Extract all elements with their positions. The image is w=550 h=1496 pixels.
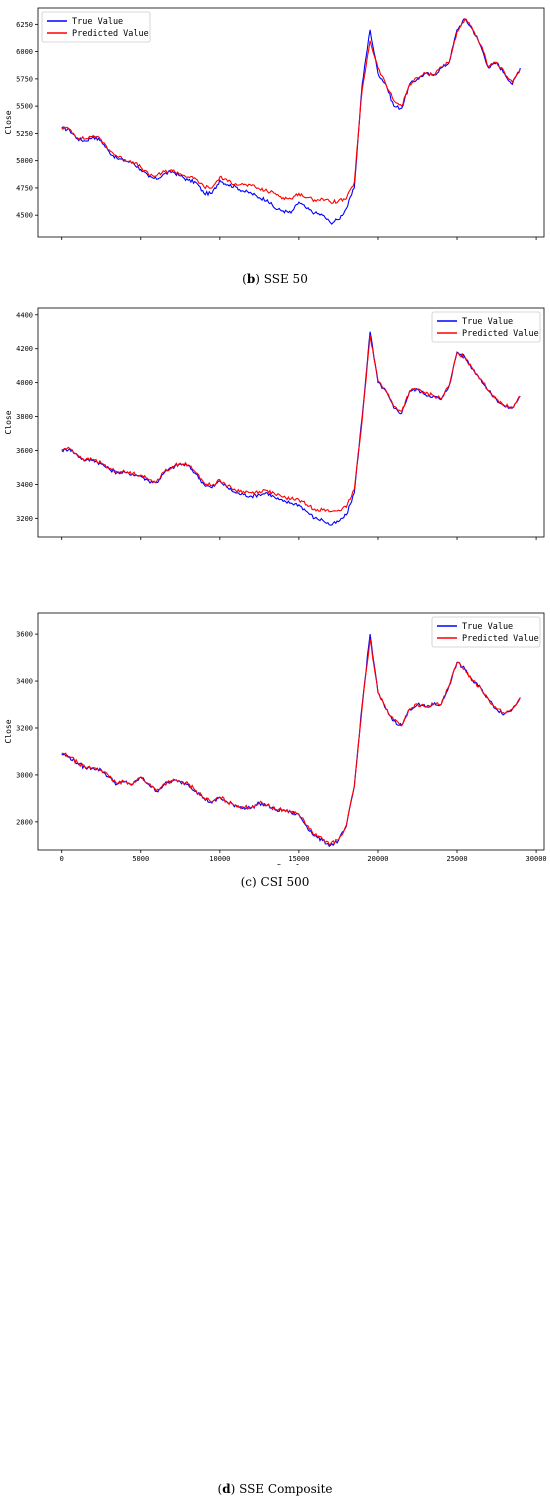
caption-sse-composite: (d) SSE Composite	[217, 1482, 333, 1496]
legend: True Value Predicted Value	[431, 311, 541, 343]
y-tick-label: 5000	[16, 157, 33, 165]
plot-frame	[37, 307, 545, 538]
caption-title: SSE 50	[263, 272, 308, 286]
plot-frame	[37, 7, 545, 238]
chart-sse-composite: 0 5000 10000 15000 20000 25000 30000 2800 3000 32…	[4, 612, 547, 865]
x-tick-label: 10000	[209, 855, 230, 863]
y-tick-label: 4400	[16, 311, 33, 319]
x-tick-label: 5000	[132, 855, 149, 863]
legend-entry: Predicted Value	[72, 29, 149, 39]
y-tick-label: 3800	[16, 413, 33, 421]
x-tick-label: 20000	[367, 855, 388, 863]
x-tick-label: 0	[60, 855, 64, 863]
x-axis-label: Sample	[277, 863, 306, 865]
chart-panel-sse50: 0500010000150002000025000300004500475050…	[0, 0, 550, 290]
legend-entry: Predicted Value	[462, 329, 539, 339]
x-tick-label: 15000	[288, 855, 309, 863]
legend-entry: True Value	[462, 317, 513, 327]
y-tick-label: 4000	[16, 379, 33, 387]
y-tick-label: 3200	[16, 724, 33, 732]
series-line-0	[61, 331, 521, 526]
y-tick-label: 5750	[16, 75, 33, 83]
y-tick-label: 4200	[16, 345, 33, 353]
y-tick-label: 4500	[16, 212, 33, 220]
plot-frame	[37, 612, 545, 851]
y-tick-label: 6000	[16, 48, 33, 56]
legend-entry: True Value	[462, 622, 513, 632]
caption-title: CSI 500	[260, 875, 310, 889]
y-tick-label: 6250	[16, 21, 33, 29]
y-tick-label: 5500	[16, 103, 33, 111]
series-line-0	[61, 634, 521, 848]
legend-box	[431, 311, 541, 343]
chart-sse50: 0500010000150002000025000300004500475050…	[4, 7, 545, 240]
x-tick-label: 25000	[446, 855, 467, 863]
series-line-1	[61, 335, 521, 513]
legend-box	[431, 616, 541, 648]
legend-entry: True Value	[72, 17, 123, 27]
legend-entry: Predicted Value	[462, 634, 539, 644]
y-tick-label: 5250	[16, 130, 33, 138]
legend: True Value Predicted Value	[431, 616, 541, 648]
y-tick-label: 3400	[16, 678, 33, 686]
series-line-0	[61, 18, 521, 225]
series-line-1	[61, 638, 521, 846]
y-tick-label: 4750	[16, 184, 33, 192]
series-line-1	[61, 18, 521, 205]
y-tick-label: 3200	[16, 515, 33, 523]
caption-letter: d	[222, 1482, 231, 1496]
caption-sse50: (b) SSE 50	[242, 272, 308, 286]
y-axis-label: Close	[4, 410, 13, 434]
legend-box	[41, 11, 151, 43]
chart-panel-sse-composite: 0 5000 10000 15000 20000 25000 30000 2800 3000 32…	[0, 605, 550, 1496]
y-tick-label: 3000	[16, 771, 33, 779]
chart-csi500: 0500010000150002000025000300003200340036…	[4, 307, 545, 540]
y-tick-label: 3600	[16, 631, 33, 639]
y-tick-label: 2800	[16, 818, 33, 826]
y-axis-label: Close	[4, 719, 13, 743]
caption-letter: c	[245, 875, 253, 889]
x-tick-label: 30000	[526, 855, 547, 863]
y-tick-label: 3400	[16, 481, 33, 489]
caption-letter: b	[246, 272, 256, 286]
caption-title: SSE Composite	[239, 1482, 333, 1496]
caption-csi500: (c) CSI 500	[240, 875, 310, 889]
legend: True Value Predicted Value	[41, 11, 151, 43]
y-tick-label: 3600	[16, 447, 33, 455]
chart-panel-csi500: 0 5000 10000 15000 20000 25000 30000 3200 3400 36…	[0, 300, 550, 889]
y-axis-label: Close	[4, 110, 13, 134]
